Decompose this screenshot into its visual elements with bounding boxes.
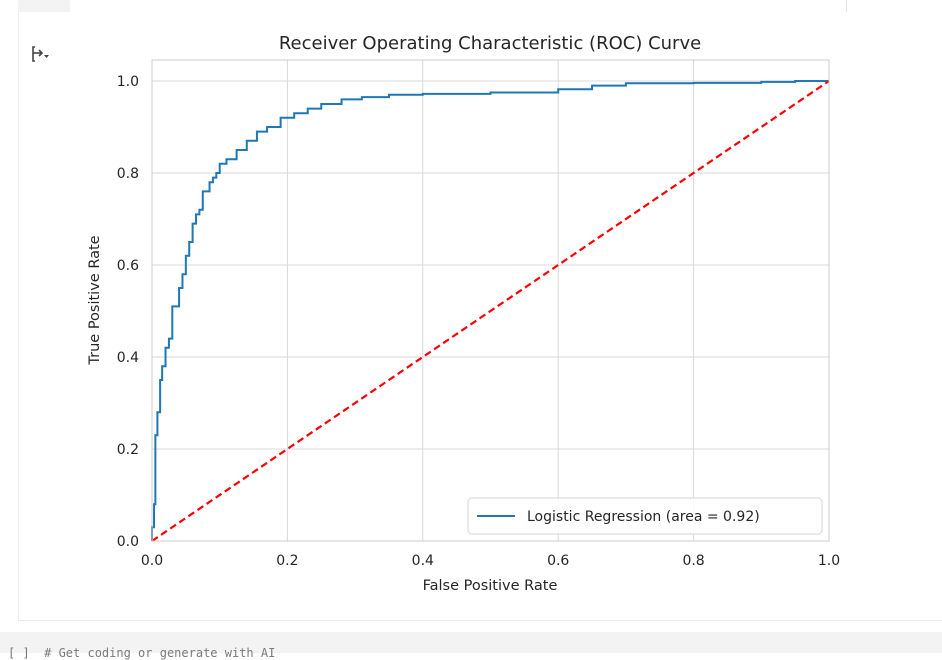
output-expand-icon[interactable] — [30, 44, 50, 64]
x-axis-label: False Positive Rate — [423, 578, 558, 594]
y-tick-label: 0.6 — [117, 258, 139, 274]
series-layer — [151, 80, 830, 542]
x-tick-label: 0.2 — [276, 553, 298, 569]
output-expand-glyph — [32, 46, 49, 62]
x-tick-label: 0.0 — [141, 553, 163, 569]
x-tick-label: 1.0 — [818, 553, 840, 569]
y-tick-label: 1.0 — [117, 74, 139, 90]
legend-label: Logistic Regression (area = 0.92) — [527, 509, 760, 525]
tick-labels: 0.0 0.2 0.4 0.6 0.8 1.0 0.0 0.2 0.4 0.6 0.8 1.0 — [117, 74, 840, 569]
y-tick-label: 0.4 — [117, 350, 139, 366]
x-tick-label: 0.8 — [682, 553, 704, 569]
y-tick-label: 0.0 — [117, 534, 139, 550]
legend-box — [467, 497, 823, 535]
chart-title: Receiver Operating Characteristic (ROC) … — [279, 33, 701, 54]
grid — [151, 60, 830, 542]
roc-curve-line — [151, 80, 829, 541]
roc-chart: 0.0 0.2 0.4 0.6 0.8 1.0 0.0 0.2 0.4 0.6 0.8 1.0 Rec… — [87, 33, 840, 594]
y-tick-label: 0.8 — [117, 166, 139, 182]
previous-cell-body — [70, 0, 847, 12]
previous-cell-gutter — [18, 0, 70, 12]
chart-svg: 0.0 0.2 0.4 0.6 0.8 1.0 0.0 0.2 0.4 0.6 0.8 1.0 Rec… — [87, 33, 840, 594]
plot-frame — [151, 59, 830, 542]
y-tick-label: 0.2 — [117, 442, 139, 458]
next-cell-snippet: [ ] # Get coding or generate with AI — [8, 646, 276, 660]
legend: Logistic Regression (area = 0.92) — [467, 497, 823, 535]
previous-cell-edge — [0, 0, 942, 12]
y-axis-label: True Positive Rate — [87, 235, 103, 365]
x-tick-label: 0.6 — [547, 553, 569, 569]
x-tick-label: 0.4 — [412, 553, 434, 569]
next-code-cell[interactable]: [ ] # Get coding or generate with AI — [0, 632, 942, 660]
diagonal-baseline-line — [151, 80, 830, 542]
